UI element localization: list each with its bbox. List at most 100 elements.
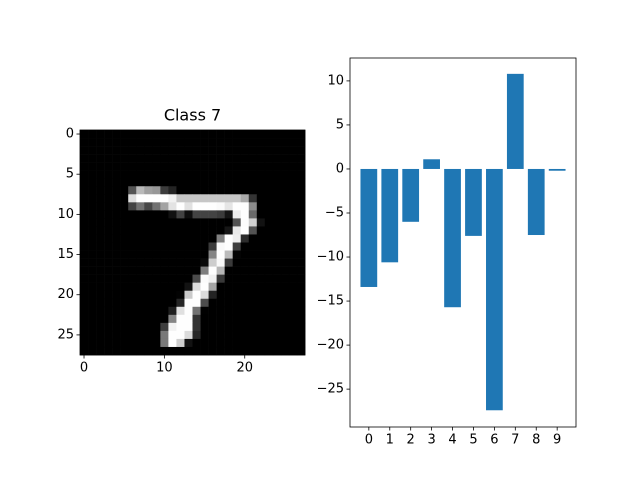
- pixel: [296, 162, 306, 171]
- pixel: [112, 242, 121, 251]
- pixel: [80, 242, 89, 251]
- y-tick-label: 0: [336, 161, 344, 176]
- pixel: [256, 266, 266, 275]
- pixel: [224, 306, 233, 316]
- x-tick-label: 4: [448, 433, 456, 448]
- pixel: [192, 234, 201, 243]
- pixel: [112, 330, 121, 340]
- pixel: [280, 330, 290, 340]
- pixel: [104, 162, 113, 171]
- pixel: [112, 138, 121, 147]
- pixel: [248, 250, 258, 259]
- pixel: [280, 250, 290, 259]
- pixel: [224, 226, 233, 235]
- pixel: [96, 226, 105, 235]
- pixel: [136, 330, 145, 340]
- x-tick-label: 7: [511, 433, 519, 448]
- pixel: [216, 242, 225, 251]
- pixel: [152, 290, 161, 300]
- bar: [381, 168, 399, 263]
- pixel: [200, 250, 209, 259]
- pixel: [192, 162, 201, 171]
- pixel: [224, 194, 233, 203]
- pixel: [144, 178, 153, 187]
- pixel: [112, 178, 121, 187]
- pixel: [168, 162, 177, 171]
- pixel: [240, 234, 250, 243]
- pixel: [232, 330, 242, 340]
- pixel: [184, 234, 193, 243]
- pixel: [216, 250, 225, 259]
- pixel: [200, 186, 209, 195]
- pixel: [280, 266, 290, 275]
- pixel: [208, 202, 217, 211]
- pixel: [272, 218, 282, 227]
- pixel: [104, 314, 113, 324]
- pixel: [288, 306, 298, 316]
- pixel: [296, 290, 306, 300]
- pixel: [152, 298, 161, 308]
- pixel: [264, 218, 274, 227]
- pixel: [88, 314, 97, 324]
- pixel: [128, 138, 137, 147]
- pixel: [280, 274, 290, 283]
- pixel: [128, 330, 137, 340]
- pixel: [216, 322, 225, 332]
- pixel: [288, 162, 298, 171]
- pixel: [192, 194, 201, 203]
- pixel: [80, 226, 89, 235]
- pixel: [280, 186, 290, 195]
- pixel: [224, 274, 233, 283]
- pixel: [128, 170, 137, 179]
- pixel: [88, 346, 97, 356]
- pixel: [232, 314, 242, 324]
- pixel: [176, 194, 185, 203]
- pixel: [168, 314, 177, 324]
- pixel: [264, 138, 274, 147]
- pixel: [160, 322, 169, 332]
- pixel: [280, 258, 290, 267]
- pixel: [80, 202, 89, 211]
- pixel: [184, 154, 193, 163]
- pixel: [280, 282, 290, 292]
- pixel: [80, 314, 89, 324]
- pixel: [80, 234, 89, 243]
- pixel: [280, 138, 290, 147]
- pixel: [248, 338, 258, 348]
- pixel: [280, 314, 290, 324]
- pixel: [280, 210, 290, 219]
- pixel: [264, 170, 274, 179]
- pixel: [88, 146, 97, 155]
- pixel: [96, 154, 105, 163]
- pixel: [256, 330, 266, 340]
- pixel: [224, 338, 233, 348]
- y-tick-label: 0: [66, 127, 74, 142]
- pixel: [296, 314, 306, 324]
- pixel: [144, 250, 153, 259]
- pixel: [112, 146, 121, 155]
- pixel: [240, 314, 250, 324]
- pixel: [208, 266, 217, 275]
- pixel: [208, 218, 217, 227]
- pixel: [296, 282, 306, 292]
- pixel: [80, 178, 89, 187]
- pixel: [152, 162, 161, 171]
- pixel: [176, 226, 185, 235]
- pixel: [88, 242, 97, 251]
- pixel: [152, 146, 161, 155]
- pixel: [184, 138, 193, 147]
- pixel: [200, 306, 209, 316]
- pixel: [208, 234, 217, 243]
- pixel: [264, 346, 274, 356]
- pixel: [272, 346, 282, 356]
- pixel: [184, 306, 193, 316]
- pixel: [136, 226, 145, 235]
- pixel: [288, 290, 298, 300]
- pixel: [80, 330, 89, 340]
- pixel: [144, 170, 153, 179]
- pixel: [80, 154, 89, 163]
- pixel: [144, 282, 153, 292]
- pixel: [296, 138, 306, 147]
- pixel: [136, 218, 145, 227]
- pixel: [128, 154, 137, 163]
